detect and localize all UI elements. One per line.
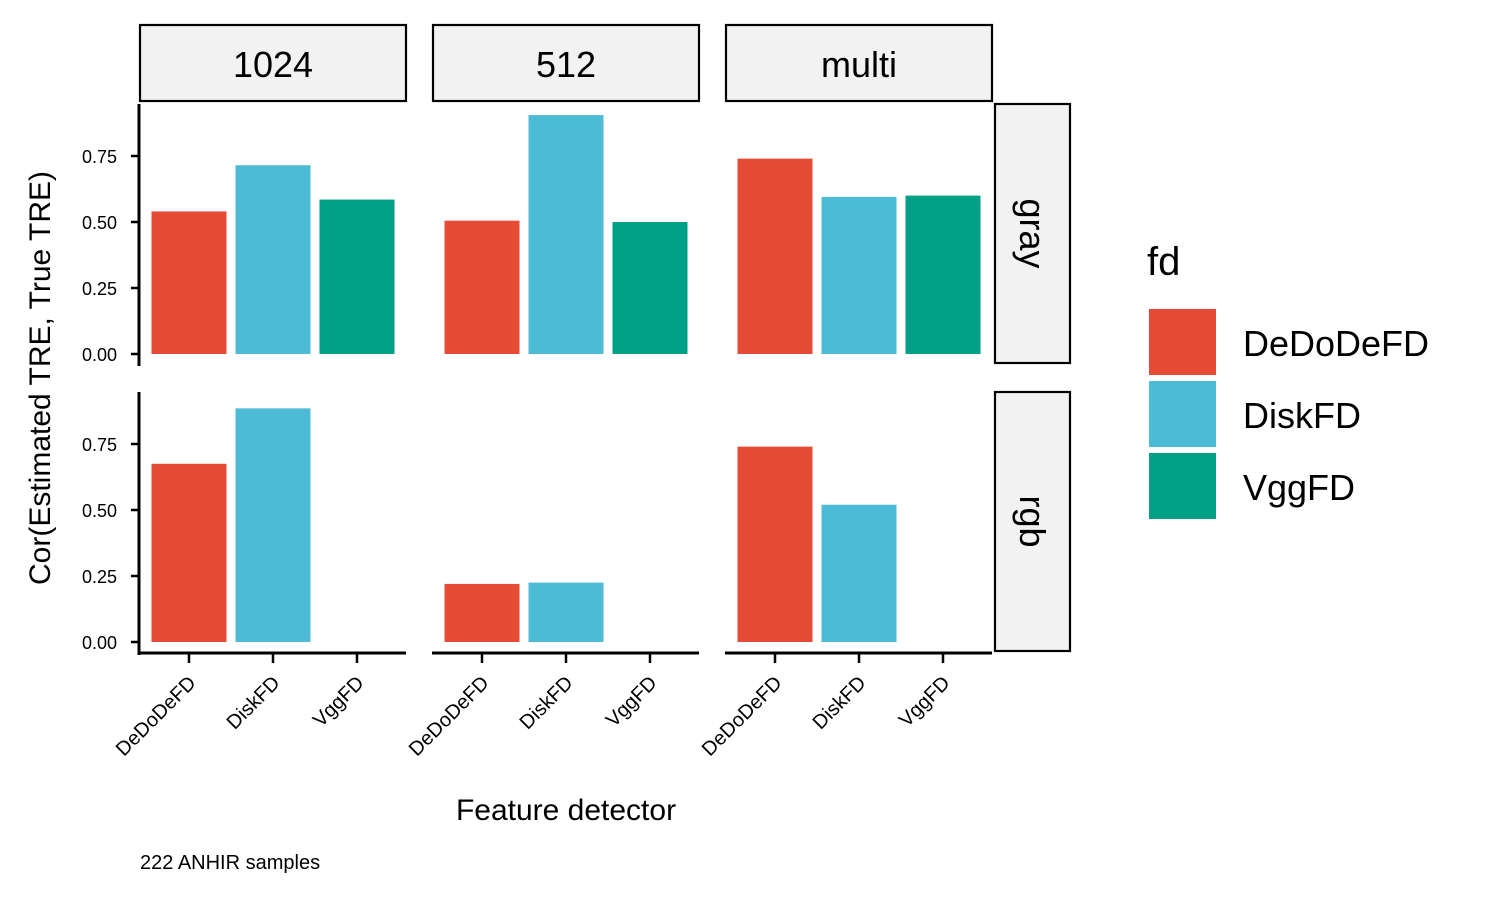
bar-rgb-multi-dedodefd [737, 446, 813, 642]
y-tick-label: 0.00 [82, 345, 117, 365]
panel-rgb-1024 [151, 408, 311, 642]
strips-layer: 1024 512 multi gray rgb [138, 23, 1072, 653]
bar-rgb-1024-dedodefd [151, 463, 227, 642]
bar-gray-512-vggfd [612, 222, 688, 354]
legend: fd DeDoDeFD DiskFD VggFD [1147, 240, 1429, 519]
bar-gray-multi-vggfd [905, 195, 981, 354]
bar-rgb-512-dedodefd [444, 583, 520, 642]
y-tick-label: 0.25 [82, 567, 117, 587]
panel-gray-512 [444, 115, 688, 354]
legend-label-vggfd: VggFD [1243, 467, 1355, 508]
bar-gray-512-dedodefd [444, 220, 520, 354]
strip-row-rgb [993, 390, 1072, 653]
bar-rgb-512-diskfd [528, 582, 604, 642]
bar-gray-1024-diskfd [235, 165, 311, 354]
bar-gray-1024-vggfd [319, 199, 395, 354]
legend-swatch-vggfd [1149, 453, 1216, 519]
strip-row-gray [993, 102, 1072, 365]
panel-rgb-multi [737, 446, 897, 642]
legend-swatch-diskfd [1149, 381, 1216, 447]
y-tick-label: 0.75 [82, 435, 117, 455]
strip-row-label-gray: gray [1012, 198, 1053, 268]
strip-col-multi [724, 23, 994, 103]
strip-col-1024 [138, 23, 408, 103]
y-tick-label: 0.25 [82, 279, 117, 299]
panel-rgb-512 [444, 582, 604, 642]
y-tick-label: 0.50 [82, 501, 117, 521]
y-tick-label: 0.75 [82, 147, 117, 167]
legend-label-diskfd: DiskFD [1243, 395, 1361, 436]
bar-rgb-multi-diskfd [821, 504, 897, 642]
panel-gray-1024 [151, 165, 395, 354]
strip-row-label-rgb: rgb [1012, 495, 1053, 547]
bar-rgb-1024-diskfd [235, 408, 311, 642]
x-tick-label: DeDoDeFD [698, 672, 787, 761]
bar-gray-1024-dedodefd [151, 211, 227, 354]
panels-layer [151, 115, 981, 642]
x-tick-label: DiskFD [809, 672, 871, 734]
y-tick-label: 0.50 [82, 213, 117, 233]
bar-gray-multi-dedodefd [737, 158, 813, 354]
x-tick-label: DeDoDeFD [112, 672, 201, 761]
y-tick-label: 0.00 [82, 633, 117, 653]
panel-gray-multi [737, 158, 981, 354]
caption: 222 ANHIR samples [140, 852, 320, 874]
x-tick-label: DiskFD [516, 672, 578, 734]
bar-gray-multi-diskfd [821, 196, 897, 354]
strip-col-512 [431, 23, 701, 103]
strip-col-label-multi: multi [821, 44, 897, 85]
x-tick-label: VggFD [895, 672, 955, 732]
legend-title: fd [1147, 240, 1180, 284]
legend-label-dedodefd: DeDoDeFD [1243, 323, 1429, 364]
x-tick-label: VggFD [309, 672, 369, 732]
strip-col-label-1024: 1024 [233, 44, 313, 85]
legend-swatch-dedodefd [1149, 309, 1216, 375]
x-axis-title: Feature detector [456, 794, 676, 827]
y-axis-title: Cor(Estimated TRE, True TRE) [24, 171, 57, 585]
x-tick-label: DiskFD [223, 672, 285, 734]
strip-col-label-512: 512 [536, 44, 596, 85]
x-tick-label: VggFD [602, 672, 662, 732]
x-tick-label: DeDoDeFD [405, 672, 494, 761]
bar-gray-512-diskfd [528, 115, 604, 354]
